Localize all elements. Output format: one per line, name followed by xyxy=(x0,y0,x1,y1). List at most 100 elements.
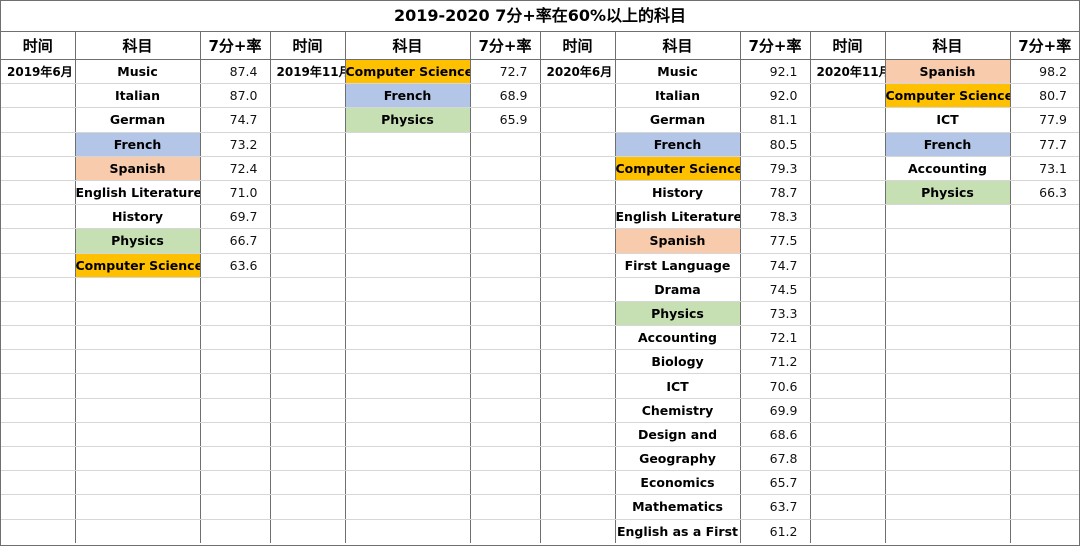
empty-cell xyxy=(1,325,76,351)
empty-cell xyxy=(470,422,541,448)
empty-cell xyxy=(540,107,616,133)
empty-cell xyxy=(540,301,616,327)
empty-cell xyxy=(345,132,471,157)
empty-cell xyxy=(470,301,541,327)
empty-cell xyxy=(885,204,1011,230)
rate-cell: 72.7 xyxy=(470,59,541,85)
empty-cell xyxy=(345,398,471,423)
table-row: Drama 74.5 xyxy=(1,277,1079,302)
empty-cell xyxy=(345,470,471,496)
empty-cell xyxy=(810,325,886,351)
rate-cell: 77.9 xyxy=(1010,107,1079,133)
empty-cell xyxy=(270,446,346,472)
empty-cell xyxy=(200,277,271,302)
subject-cell: French xyxy=(75,132,201,157)
rate-cell: 66.7 xyxy=(200,228,271,254)
empty-cell xyxy=(810,373,886,399)
subject-cell: Accounting xyxy=(615,325,741,351)
subject-cell: Drama xyxy=(615,277,741,302)
results-table: 时间 科目 7分+率 时间 科目 7分+率 时间 科目 7分+率 时间 科目 7… xyxy=(1,32,1079,543)
empty-cell xyxy=(270,325,346,351)
subject-cell: First Language xyxy=(615,253,741,278)
empty-cell xyxy=(270,83,346,109)
empty-cell xyxy=(1010,228,1079,254)
empty-cell xyxy=(540,180,616,206)
empty-cell xyxy=(885,494,1011,520)
table-row: Biology 71.2 xyxy=(1,349,1079,375)
empty-cell xyxy=(75,494,201,520)
empty-cell xyxy=(75,446,201,472)
empty-cell xyxy=(810,398,886,423)
header-subject-1: 科目 xyxy=(75,32,201,60)
empty-cell xyxy=(345,373,471,399)
subject-cell: History xyxy=(615,180,741,206)
period-cell: 2020年11月 xyxy=(810,59,886,85)
subject-cell: Italian xyxy=(615,83,741,109)
empty-cell xyxy=(810,253,886,278)
table-row: German 74.7 Physics 65.9 German 81.1 ICT 77.9 xyxy=(1,107,1079,133)
empty-cell xyxy=(200,422,271,448)
empty-cell xyxy=(270,422,346,448)
empty-cell xyxy=(270,204,346,230)
empty-cell xyxy=(470,494,541,520)
empty-cell xyxy=(470,373,541,399)
rate-cell: 73.2 xyxy=(200,132,271,157)
empty-cell xyxy=(345,494,471,520)
empty-cell xyxy=(270,398,346,423)
table-row: Geography 67.8 xyxy=(1,446,1079,472)
subject-cell: Design and xyxy=(615,422,741,448)
empty-cell xyxy=(470,470,541,496)
rate-cell: 77.5 xyxy=(740,228,811,254)
subject-cell: ICT xyxy=(885,107,1011,133)
rate-cell: 87.4 xyxy=(200,59,271,85)
rate-cell: 67.8 xyxy=(740,446,811,472)
empty-cell xyxy=(810,470,886,496)
empty-cell xyxy=(200,398,271,423)
empty-cell xyxy=(1010,398,1079,423)
header-time-3: 时间 xyxy=(540,32,616,60)
empty-cell xyxy=(810,107,886,133)
empty-cell xyxy=(1,470,76,496)
subject-cell: Music xyxy=(615,59,741,85)
subject-cell: Economics xyxy=(615,470,741,496)
rate-cell: 78.7 xyxy=(740,180,811,206)
empty-cell xyxy=(470,132,541,157)
empty-cell xyxy=(1010,470,1079,496)
table-row: Economics 65.7 xyxy=(1,470,1079,496)
rate-cell: 80.5 xyxy=(740,132,811,157)
empty-cell xyxy=(1,398,76,423)
empty-cell xyxy=(200,325,271,351)
empty-cell xyxy=(470,325,541,351)
empty-cell xyxy=(1,494,76,520)
empty-cell xyxy=(885,422,1011,448)
empty-cell xyxy=(270,156,346,181)
table-row: French 73.2 French 80.5 French 77.7 xyxy=(1,132,1079,157)
rate-cell: 61.2 xyxy=(740,519,811,543)
rate-cell: 73.1 xyxy=(1010,156,1079,181)
empty-cell xyxy=(540,228,616,254)
subject-cell: Music xyxy=(75,59,201,85)
empty-cell xyxy=(540,446,616,472)
empty-cell xyxy=(345,253,471,278)
empty-cell xyxy=(810,83,886,109)
empty-cell xyxy=(810,180,886,206)
empty-cell xyxy=(885,470,1011,496)
rate-cell: 68.6 xyxy=(740,422,811,448)
table-row: Design and 68.6 xyxy=(1,422,1079,448)
empty-cell xyxy=(270,301,346,327)
empty-cell xyxy=(885,519,1011,543)
empty-cell xyxy=(270,277,346,302)
empty-cell xyxy=(270,132,346,157)
empty-cell xyxy=(810,349,886,375)
empty-cell xyxy=(345,325,471,351)
empty-cell xyxy=(810,204,886,230)
subject-cell: History xyxy=(75,204,201,230)
table-body: 2019年6月 Music 87.4 2019年11月 Computer Science… xyxy=(1,59,1079,543)
subject-cell: Spanish xyxy=(885,59,1011,85)
empty-cell xyxy=(470,253,541,278)
empty-cell xyxy=(1010,325,1079,351)
rate-cell: 81.1 xyxy=(740,107,811,133)
empty-cell xyxy=(345,349,471,375)
empty-cell xyxy=(470,519,541,543)
empty-cell xyxy=(885,373,1011,399)
